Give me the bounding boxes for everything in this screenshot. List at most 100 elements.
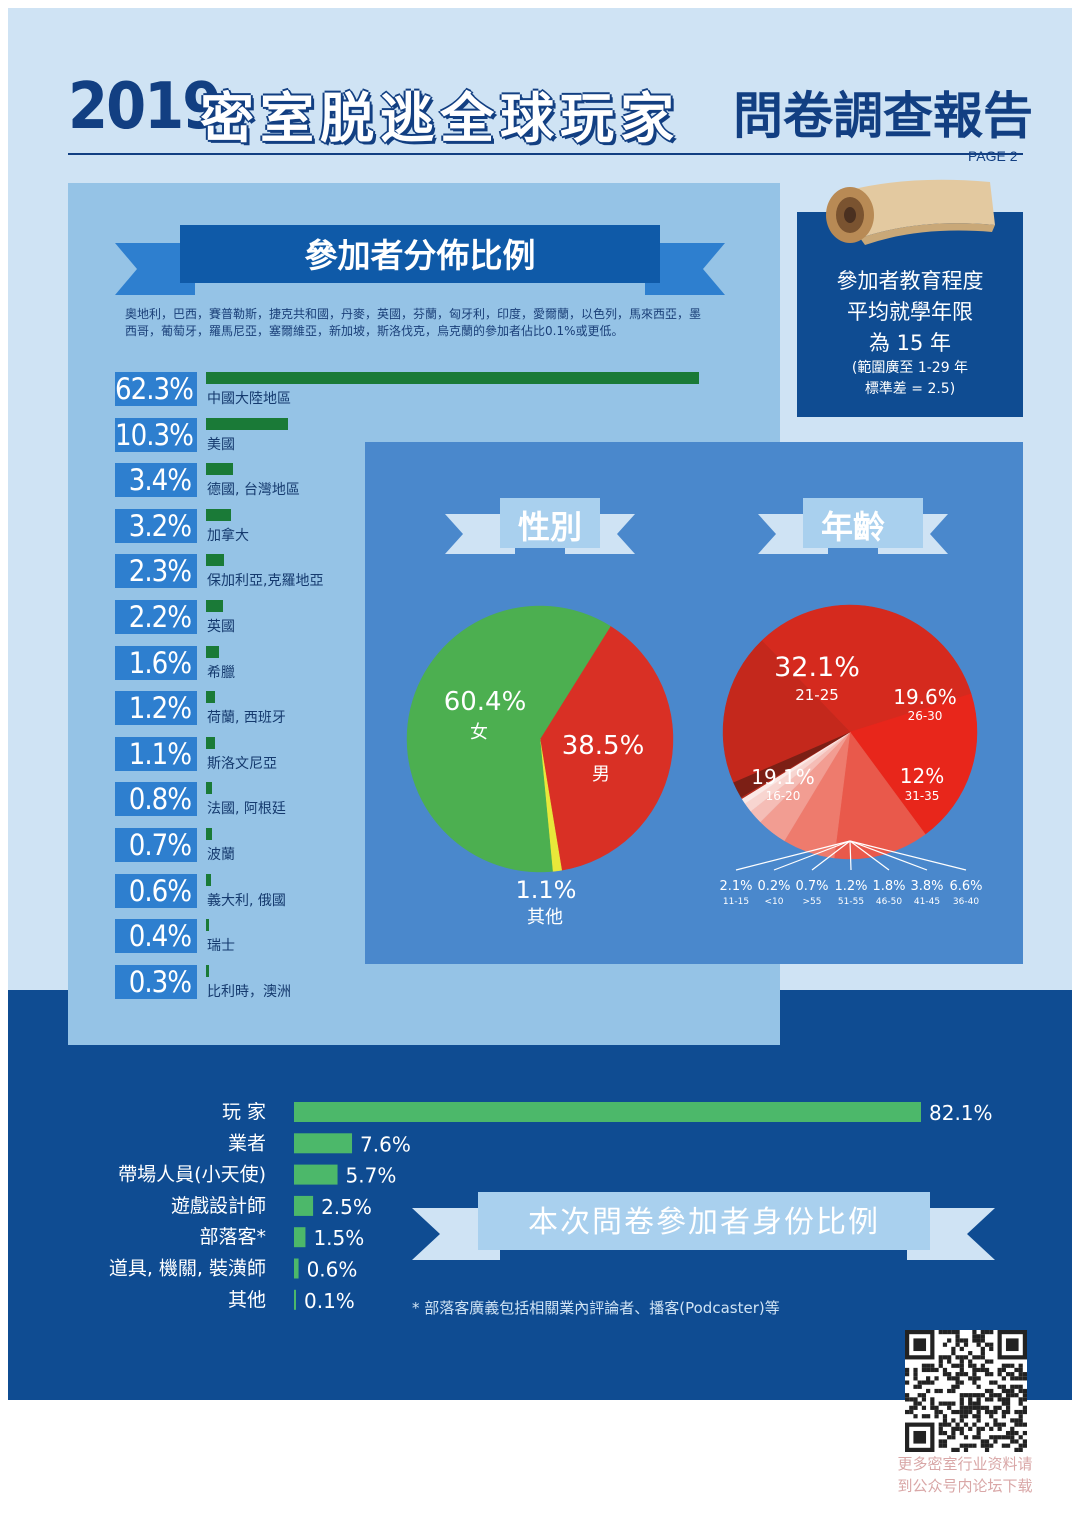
age-value-31-35: 12% [900,764,944,788]
country-label: 保加利亞,克羅地亞 [207,573,324,590]
role-label: 遊戲設計師 [171,1195,266,1217]
distribution-heading: 參加者分佈比例 [305,236,536,275]
gender-heading: 性別 [518,508,582,546]
age-small-label: 46-50 [876,897,902,907]
country-label: 美國 [207,436,235,453]
pie-charts: 性別 年齡 60.4% 女 38.5% 男 1.1% 其他 32.1% 21-25 19.6%… [406,498,983,928]
age-callout-line [849,840,890,871]
age-small-value: 3.8% [910,879,943,894]
age-small-value: 1.2% [834,879,867,894]
age-slice-3135 [833,731,926,860]
country-bar [206,964,209,977]
age-callout-line [849,840,967,871]
country-label: 義大利, 俄國 [207,892,286,909]
education-box [797,212,1023,417]
country-percent-label: 0.3% [115,964,197,999]
age-callout-line [849,840,852,871]
age-value-16-20: 19.1% [751,765,815,789]
qr-code-icon[interactable] [905,1330,1027,1452]
country-percent-label: 10.3% [115,417,197,452]
role-bar [294,1227,306,1248]
country-row: 62.3% 中國大陸地區 [115,370,715,408]
country-percent-label: 62.3% [115,372,197,406]
age-small-value: 6.6% [949,879,982,894]
role-label: 帶場人員(小天使) [118,1164,266,1186]
age-small-value: 2.1% [719,879,752,894]
country-bar [206,782,213,795]
role-label: 道具, 機關, 裝潢師 [109,1258,266,1280]
age-small-value: 1.8% [872,879,905,894]
country-percent-label: 1.6% [115,645,197,680]
role-bar [294,1164,338,1185]
gender-pie: 60.4% 女 38.5% 男 1.1% 其他 [406,605,674,928]
age-callout-line [849,840,928,871]
age-heading: 年齡 [821,508,885,546]
age-label-16-20: 16-20 [766,789,801,803]
age-small-label: 36-40 [953,897,979,907]
role-label: 業者 [228,1132,266,1154]
country-label: 英國 [207,619,235,635]
country-bar [206,645,219,658]
age-slice-1620 [722,640,851,783]
qr-caption: 更多密室行业资料请 到公众号内论坛下载 [870,1453,1060,1497]
country-bar [206,736,215,749]
roles-chart: 玩 家 82.1% 業者 7.6% 帶場人員(小天使) 5.7% 遊戲設計師 2.5% 部落客*… [109,1101,995,1313]
country-row: 2.2% 英國 [115,598,715,636]
country-row: 0.6% 義大利, 俄國 [115,872,715,910]
country-bar [206,919,210,932]
country-row: 3.4% 德國, 台灣地區 [115,461,715,499]
country-row: 3.2% 加拿大 [115,507,715,545]
age-value-21-25: 32.1% [774,652,860,683]
country-bar [206,600,224,612]
age-label-31-35: 31-35 [905,789,940,803]
country-row: 0.7% 波蘭 [115,826,715,864]
country-label: 波蘭 [207,847,235,863]
age-callout-line [811,840,851,871]
country-label: 德國, 台灣地區 [207,482,300,499]
country-bar [206,691,216,704]
distribution-banner: 參加者分佈比例 [115,225,725,295]
page-subtitle: 問卷調查報告 [733,87,1033,145]
country-percent-label: 1.2% [115,691,197,726]
country-row: 1.6% 希臘 [115,644,715,682]
role-value: 7.6% [360,1132,411,1156]
role-bar [294,1289,296,1310]
roles-heading: 本次問卷參加者身份比例 [528,1205,880,1240]
role-value: 1.5% [313,1226,364,1250]
role-label: 玩 家 [222,1101,266,1123]
country-bar [206,873,211,886]
education-line-3: 為 15 年 [868,331,952,355]
role-value: 0.6% [307,1258,358,1282]
role-bar [294,1195,314,1216]
role-bar [294,1258,299,1279]
gender-other-value: 1.1% [516,876,577,904]
role-bar [294,1133,353,1154]
country-bar [206,463,233,476]
country-percent-label: 0.8% [115,782,197,817]
role-value: 5.7% [346,1164,397,1188]
qr-caption-line-2: 到公众号内论坛下载 [897,1477,1033,1495]
role-value: 82.1% [929,1101,993,1125]
country-label: 中國大陸地區 [207,391,291,407]
country-label: 斯洛文尼亞 [207,755,277,772]
education-line-1: 參加者教育程度 [836,269,984,293]
country-row: 2.3% 保加利亞,克羅地亞 [115,552,715,590]
title-divider [68,153,1023,155]
gender-other-label: 其他 [527,907,563,928]
country-label: 瑞士 [207,938,235,955]
age-value-26-30: 19.6% [893,685,957,709]
age-pie: 32.1% 21-25 19.6%26-30 12%31-35 19.1%16-20 2.… [719,604,983,907]
age-callout-line [735,840,851,871]
country-percent-label: 3.4% [115,463,197,498]
country-row: 0.8% 法國, 阿根廷 [115,780,715,818]
country-percent-label: 0.6% [115,873,197,908]
gender-female-label: 女 [470,722,488,743]
age-slice-2125 [761,604,972,733]
education-line-2: 平均就學年限 [847,300,973,324]
country-bar [206,417,288,430]
country-percent-label: 1.1% [115,736,197,771]
country-label: 荷蘭, 西班牙 [207,710,286,727]
country-label: 法國, 阿根廷 [207,801,286,818]
country-label: 比利時，澳洲 [207,983,291,1000]
title-year: 2019 [68,70,222,144]
